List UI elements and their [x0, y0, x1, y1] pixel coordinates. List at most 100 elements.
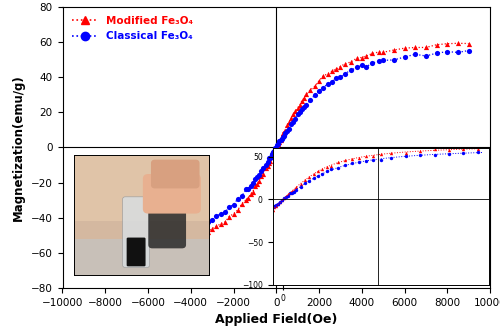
- Point: [274, 142, 281, 148]
- Point: [464, 41, 472, 46]
- Point: [276, 138, 284, 143]
- Point: [281, 131, 289, 136]
- Point: [276, 199, 284, 204]
- Point: [265, 155, 273, 161]
- Point: [208, 226, 216, 231]
- Point: [298, 106, 306, 111]
- Point: [270, 149, 278, 154]
- Point: [266, 158, 274, 164]
- Point: [292, 117, 300, 122]
- Point: [390, 47, 398, 53]
- Point: [274, 201, 282, 206]
- Point: [300, 95, 308, 101]
- Point: [187, 234, 195, 240]
- Point: [315, 88, 323, 94]
- Point: [264, 159, 272, 164]
- Point: [221, 209, 229, 215]
- Point: [310, 92, 318, 98]
- Point: [191, 223, 199, 228]
- Point: [198, 221, 205, 227]
- Point: [362, 154, 370, 159]
- Point: [280, 133, 287, 139]
- Legend: Modified Fe₃O₄, Classical Fe₃O₄: Modified Fe₃O₄, Classical Fe₃O₄: [68, 12, 198, 45]
- Point: [327, 163, 335, 168]
- Point: [272, 203, 280, 208]
- Point: [328, 80, 336, 85]
- Point: [216, 221, 224, 226]
- Point: [187, 223, 195, 228]
- Point: [244, 195, 252, 200]
- Point: [212, 224, 220, 229]
- Point: [355, 160, 363, 165]
- Point: [416, 148, 424, 154]
- Point: [292, 184, 300, 190]
- Point: [411, 52, 419, 57]
- Point: [454, 50, 462, 55]
- Point: [362, 53, 370, 59]
- Point: [242, 197, 250, 202]
- Point: [368, 60, 376, 66]
- Point: [375, 58, 383, 64]
- Point: [296, 103, 304, 108]
- Point: [154, 243, 162, 248]
- Point: [336, 64, 344, 69]
- Point: [286, 190, 294, 196]
- Point: [212, 213, 220, 219]
- Point: [112, 237, 120, 243]
- Point: [362, 64, 370, 70]
- FancyBboxPatch shape: [126, 237, 146, 266]
- Point: [225, 214, 233, 219]
- Point: [122, 236, 130, 241]
- Point: [154, 232, 162, 238]
- Point: [296, 181, 304, 186]
- Point: [402, 154, 409, 159]
- Point: [253, 181, 261, 186]
- Point: [276, 199, 284, 204]
- Point: [251, 184, 259, 189]
- Point: [376, 157, 384, 163]
- Point: [230, 202, 237, 207]
- Point: [266, 156, 274, 161]
- Point: [305, 178, 313, 183]
- Bar: [74, 155, 209, 221]
- Point: [268, 205, 276, 210]
- Point: [216, 211, 224, 216]
- Point: [368, 51, 376, 56]
- Point: [290, 189, 298, 194]
- X-axis label: Applied Field(Oe): Applied Field(Oe): [215, 313, 338, 326]
- Point: [430, 147, 438, 152]
- Point: [332, 76, 340, 81]
- Point: [445, 151, 453, 157]
- Point: [285, 126, 293, 131]
- Point: [290, 119, 298, 125]
- Point: [267, 154, 275, 160]
- Point: [460, 150, 468, 156]
- Point: [221, 219, 229, 225]
- Point: [287, 116, 295, 121]
- Point: [334, 165, 342, 170]
- Point: [390, 57, 398, 63]
- Point: [362, 159, 370, 164]
- Point: [208, 217, 216, 222]
- Point: [274, 141, 282, 146]
- Point: [341, 158, 349, 163]
- Point: [278, 134, 285, 139]
- Bar: [74, 239, 209, 275]
- Point: [400, 46, 408, 51]
- Point: [176, 229, 184, 234]
- Point: [242, 187, 250, 192]
- Point: [474, 149, 482, 154]
- Point: [278, 130, 286, 136]
- Point: [230, 211, 237, 216]
- Point: [464, 48, 472, 53]
- Point: [262, 162, 270, 167]
- Point: [198, 231, 205, 236]
- Point: [170, 230, 177, 235]
- Point: [358, 55, 366, 60]
- Point: [416, 152, 424, 158]
- Point: [269, 150, 277, 155]
- Point: [332, 66, 340, 72]
- Point: [341, 163, 349, 168]
- Point: [248, 180, 256, 185]
- Point: [347, 68, 355, 73]
